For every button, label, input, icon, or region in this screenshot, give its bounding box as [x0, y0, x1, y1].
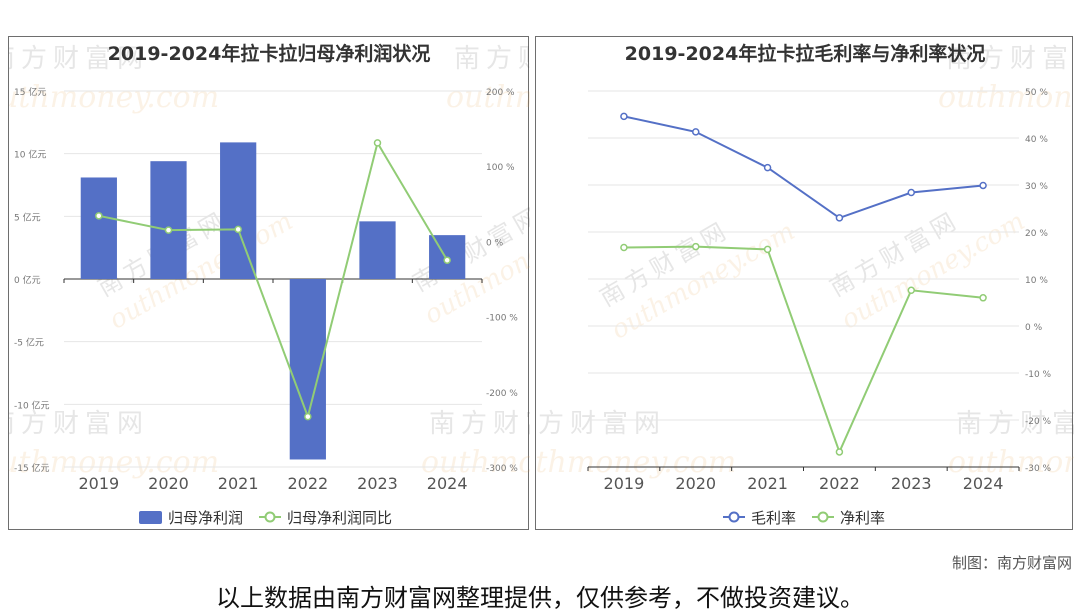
bar-net-profit — [359, 221, 396, 279]
y2-tick-label: 20 % — [1025, 229, 1048, 239]
y-tick-label: 15 亿元 — [14, 86, 46, 98]
y2-tick-label: -100 % — [486, 314, 518, 324]
watermark-en-text: outhmoney.com — [446, 80, 530, 115]
y2-tick-label: 200 % — [486, 88, 515, 98]
y-tick-label: 5 亿元 — [14, 211, 41, 223]
x-tick-label: 2019 — [604, 474, 645, 493]
margin-chart: 南方财富网outhmoney.com南方财富网outhmoney.com南方财富… — [536, 42, 1074, 527]
gross-margin-point — [979, 181, 987, 190]
y2-tick-label: 30 % — [1025, 182, 1048, 192]
y2-tick-label: 0 % — [1025, 323, 1043, 333]
y2-tick-label: 40 % — [1025, 135, 1048, 145]
watermark-cn-text: 南方财富网 — [536, 409, 666, 439]
series-line-gross-margin — [623, 115, 984, 220]
watermark-cn-text: 南方财富网 — [956, 409, 1074, 439]
net-margin-point — [692, 242, 700, 251]
watermark-en-text: outhmoney.com — [9, 445, 219, 480]
watermark-en-text: outhmoney.com — [9, 80, 219, 115]
legend: 毛利率 净利率 — [723, 509, 885, 527]
yoy-point — [164, 226, 173, 234]
x-tick-label: 2021 — [218, 474, 259, 493]
x-tick-label: 2022 — [287, 474, 328, 493]
chart-title: 2019-2024年拉卡拉毛利率与净利率状况 — [625, 42, 986, 65]
y2-tick-label: 10 % — [1025, 276, 1048, 286]
y-tick-label: 10 亿元 — [14, 149, 46, 161]
net-margin-point — [979, 294, 987, 302]
net-profit-chart: 南方财富网outhmoney.com南方财富网outhmoney.com南方财富… — [9, 42, 530, 527]
series-line-yoy — [98, 140, 449, 420]
legend-swatch-marker — [264, 511, 276, 523]
net-margin-point — [620, 243, 628, 252]
legend-swatch-marker — [817, 511, 829, 523]
x-tick-label: 2019 — [78, 474, 119, 493]
watermark-cn-text: 南方财富网 — [454, 44, 530, 74]
y-tick-label: -5 亿元 — [14, 337, 44, 349]
y2-tick-label: -20 % — [1025, 417, 1052, 427]
x-tick-label: 2021 — [747, 474, 788, 493]
x-tick-label: 2023 — [357, 474, 398, 493]
net-margin-point — [907, 286, 915, 295]
margin-chart-panel: 南方财富网outhmoney.com南方财富网outhmoney.com南方财富… — [535, 36, 1074, 530]
legend-label: 毛利率 — [751, 509, 796, 527]
y2-tick-label: 0 % — [486, 238, 504, 248]
y-tick-label: -10 亿元 — [14, 399, 50, 411]
legend-swatch-bar — [139, 511, 162, 524]
x-tick-label: 2022 — [819, 474, 860, 493]
net-margin-point — [835, 448, 844, 456]
y-tick-label: 0 亿元 — [14, 274, 41, 286]
legend: 归母净利润 归母净利润同比 — [139, 509, 392, 527]
gross-margin-point — [620, 112, 628, 121]
yoy-point — [443, 256, 451, 264]
net-profit-chart-panel: 南方财富网outhmoney.com南方财富网outhmoney.com南方财富… — [8, 36, 530, 530]
bar-net-profit — [80, 177, 117, 279]
yoy-point — [304, 412, 312, 421]
gross-margin-point — [692, 128, 700, 136]
yoy-point — [234, 225, 242, 234]
disclaimer-text: 以上数据由南方财富网整理提供，仅供参考，不做投资建议。 — [216, 584, 864, 612]
chart-title: 2019-2024年拉卡拉归母净利润状况 — [108, 42, 431, 65]
yoy-point — [373, 139, 382, 147]
watermark-cn-text: 南方财富网 — [9, 44, 149, 74]
x-tick-label: 2024 — [427, 474, 468, 493]
legend-swatch-marker — [728, 511, 740, 523]
x-tick-label: 2020 — [148, 474, 189, 493]
bar-net-profit — [150, 161, 187, 279]
y2-tick-label: -300 % — [486, 464, 518, 474]
legend-label: 归母净利润 — [168, 509, 243, 527]
y2-tick-label: -200 % — [486, 389, 518, 399]
bar-net-profit — [220, 142, 257, 279]
watermark-en-text: outhmoney.com — [938, 80, 1074, 115]
legend-label: 净利率 — [840, 509, 885, 527]
gross-margin-point — [907, 188, 915, 197]
watermark-en-text: outhmoney.com — [536, 445, 736, 480]
yoy-point — [95, 212, 103, 220]
y2-tick-label: -30 % — [1025, 464, 1052, 474]
x-tick-label: 2023 — [891, 474, 932, 493]
y-tick-label: -15 亿元 — [14, 462, 50, 474]
x-tick-label: 2024 — [963, 474, 1004, 493]
watermark-layer: 南方财富网outhmoney.com南方财富网outhmoney.com南方财富… — [536, 44, 1074, 480]
watermark-en-text: outhmoney.com — [948, 445, 1074, 480]
series-line-net-margin — [623, 245, 984, 455]
watermark-en-text: outhmoney.com — [421, 445, 530, 480]
y2-tick-label: -10 % — [1025, 370, 1052, 380]
watermark-cn-text: 南方财富网 — [429, 409, 530, 439]
net-margin-point — [763, 245, 772, 254]
chart-credit: 制图：南方财富网 — [951, 554, 1072, 572]
legend-label: 归母净利润同比 — [287, 509, 392, 527]
y2-tick-label: 50 % — [1025, 88, 1048, 98]
watermark-cn-text: 南方财富网 — [9, 409, 149, 439]
gross-margin-point — [763, 163, 772, 172]
gross-margin-point — [835, 214, 844, 222]
y2-tick-label: 100 % — [486, 163, 515, 173]
x-tick-label: 2020 — [675, 474, 716, 493]
watermark-cn-text: 南方财富网 — [946, 44, 1074, 74]
